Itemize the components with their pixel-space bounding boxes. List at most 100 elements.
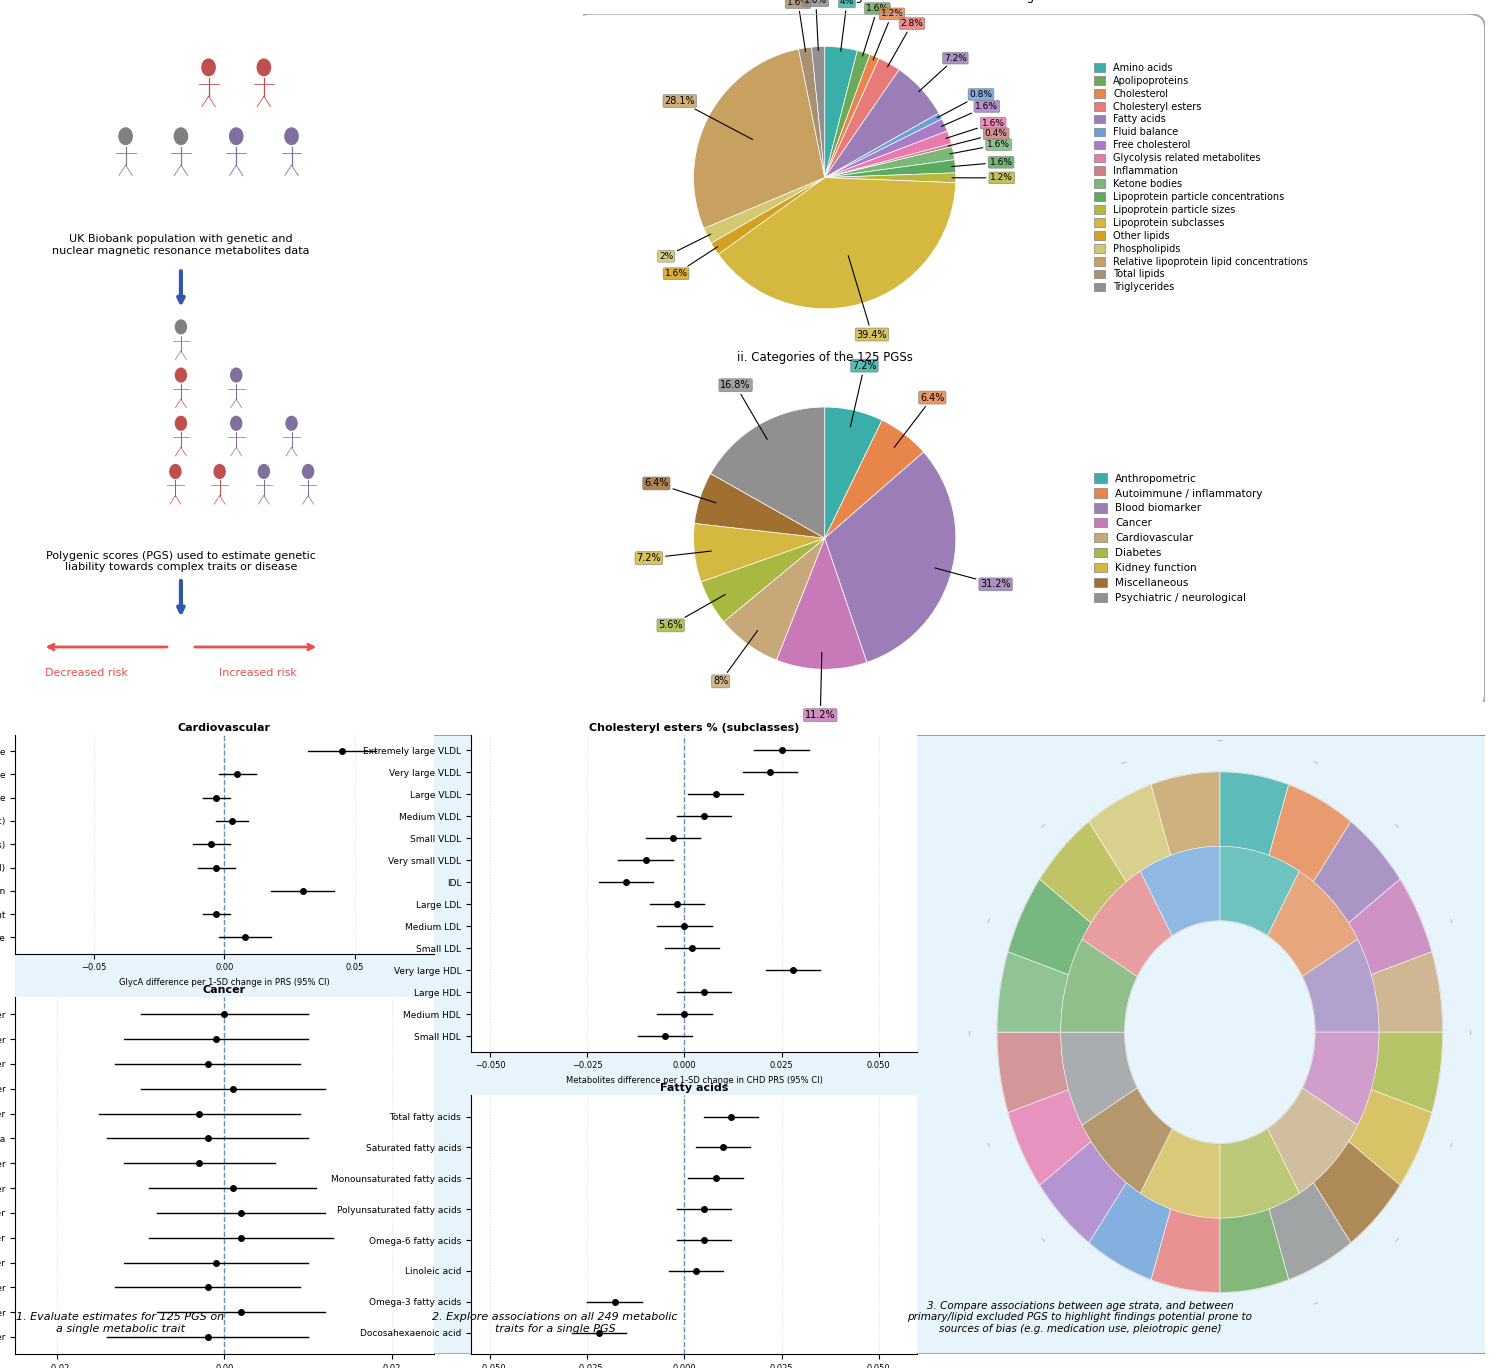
Text: 7.2%: 7.2%: [636, 551, 711, 564]
Text: Polygenic scores (PGS) used to estimate genetic
liability towards complex traits: Polygenic scores (PGS) used to estimate …: [46, 551, 316, 572]
Circle shape: [176, 320, 186, 334]
Wedge shape: [1314, 822, 1400, 923]
Text: —: —: [968, 1029, 974, 1036]
Text: 1.6%: 1.6%: [786, 0, 810, 52]
Wedge shape: [825, 47, 858, 178]
Title: Cardiovascular: Cardiovascular: [178, 722, 272, 733]
Circle shape: [230, 129, 243, 145]
Circle shape: [170, 465, 182, 479]
Wedge shape: [693, 49, 825, 228]
Text: —: —: [1311, 1298, 1318, 1305]
Text: 0.4%: 0.4%: [948, 130, 1008, 146]
Wedge shape: [825, 408, 882, 538]
Wedge shape: [723, 538, 825, 661]
Wedge shape: [825, 70, 939, 178]
Text: —: —: [1392, 822, 1400, 830]
Text: 0.8%: 0.8%: [938, 90, 993, 118]
Circle shape: [118, 129, 132, 145]
Circle shape: [64, 416, 76, 430]
Circle shape: [286, 416, 297, 430]
Text: —: —: [986, 917, 993, 925]
Title: ii. Categories of the 125 PGSs: ii. Categories of the 125 PGSs: [736, 350, 912, 364]
Text: 4%: 4%: [840, 0, 854, 51]
Text: 7.2%: 7.2%: [850, 361, 876, 427]
Wedge shape: [1269, 1182, 1352, 1279]
Wedge shape: [718, 178, 956, 309]
Text: —: —: [1120, 1298, 1128, 1305]
Text: 1.6%: 1.6%: [862, 4, 889, 56]
Wedge shape: [1348, 880, 1431, 975]
Wedge shape: [812, 47, 825, 178]
Wedge shape: [1268, 1088, 1358, 1193]
Circle shape: [120, 416, 130, 430]
Wedge shape: [700, 538, 825, 621]
Text: —: —: [986, 1140, 993, 1148]
Wedge shape: [711, 408, 825, 538]
Text: —: —: [1216, 739, 1222, 743]
Text: —: —: [1448, 1140, 1454, 1148]
Wedge shape: [1150, 1209, 1220, 1293]
Title: i. Categories of the 249 nuclear magnetic resonance metabolic traits: i. Categories of the 249 nuclear magneti…: [818, 0, 1226, 3]
Wedge shape: [1040, 822, 1126, 923]
Text: 1.6%: 1.6%: [946, 119, 1005, 138]
Text: 39.4%: 39.4%: [847, 256, 886, 339]
Text: 16.8%: 16.8%: [720, 380, 766, 439]
Text: 1.6%: 1.6%: [950, 140, 1010, 153]
Title: Cholesteryl esters % (subclasses): Cholesteryl esters % (subclasses): [590, 722, 800, 733]
Wedge shape: [825, 119, 948, 178]
Wedge shape: [1060, 940, 1137, 1031]
Text: Decreased risk: Decreased risk: [45, 668, 129, 677]
Wedge shape: [825, 131, 951, 178]
Circle shape: [81, 465, 93, 479]
Wedge shape: [1314, 1141, 1400, 1242]
Wedge shape: [1060, 1031, 1137, 1124]
Text: 2%: 2%: [658, 234, 711, 261]
Wedge shape: [1302, 1031, 1378, 1124]
Wedge shape: [825, 114, 942, 178]
Text: 8%: 8%: [712, 631, 758, 687]
Text: —: —: [1040, 1234, 1047, 1242]
Circle shape: [176, 416, 186, 430]
Legend: Amino acids, Apolipoproteins, Cholesterol, Cholesteryl esters, Fatty acids, Flui: Amino acids, Apolipoproteins, Cholestero…: [1094, 63, 1308, 293]
Text: 11.2%: 11.2%: [806, 653, 836, 720]
Circle shape: [231, 416, 242, 430]
X-axis label: Metabolites difference per 1-SD change in CHD PRS (95% CI): Metabolites difference per 1-SD change i…: [566, 1077, 822, 1085]
Wedge shape: [1008, 1089, 1090, 1185]
Wedge shape: [1302, 940, 1378, 1031]
Wedge shape: [1269, 785, 1352, 882]
Wedge shape: [1082, 1088, 1172, 1193]
Wedge shape: [825, 59, 898, 178]
Circle shape: [303, 465, 313, 479]
Circle shape: [202, 59, 214, 75]
FancyBboxPatch shape: [0, 735, 1500, 1354]
Wedge shape: [1040, 1141, 1126, 1242]
Wedge shape: [1150, 772, 1220, 855]
Circle shape: [176, 368, 186, 382]
Text: 7.2%: 7.2%: [918, 53, 968, 92]
Wedge shape: [1371, 952, 1443, 1031]
Wedge shape: [825, 172, 956, 183]
Wedge shape: [998, 1031, 1068, 1112]
Circle shape: [258, 465, 270, 479]
Wedge shape: [1268, 871, 1358, 977]
Text: 1.6%: 1.6%: [804, 0, 828, 51]
Wedge shape: [825, 144, 952, 178]
Wedge shape: [1089, 785, 1170, 882]
Text: 1.6%: 1.6%: [951, 157, 1012, 167]
Circle shape: [256, 59, 270, 75]
Circle shape: [120, 368, 130, 382]
Text: —: —: [1040, 822, 1047, 830]
Text: 31.2%: 31.2%: [934, 568, 1011, 590]
Circle shape: [231, 368, 242, 382]
Text: —: —: [1311, 759, 1318, 766]
Wedge shape: [777, 538, 867, 669]
Wedge shape: [825, 451, 956, 662]
Wedge shape: [998, 952, 1068, 1031]
Text: 1.6%: 1.6%: [942, 103, 999, 126]
Text: 2.8%: 2.8%: [888, 19, 924, 67]
Text: 28.1%: 28.1%: [664, 96, 753, 140]
Text: UK Biobank population with genetic and
nuclear magnetic resonance metabolites da: UK Biobank population with genetic and n…: [53, 234, 309, 256]
Wedge shape: [1008, 880, 1090, 975]
Text: —: —: [1448, 917, 1454, 925]
Wedge shape: [693, 524, 825, 581]
